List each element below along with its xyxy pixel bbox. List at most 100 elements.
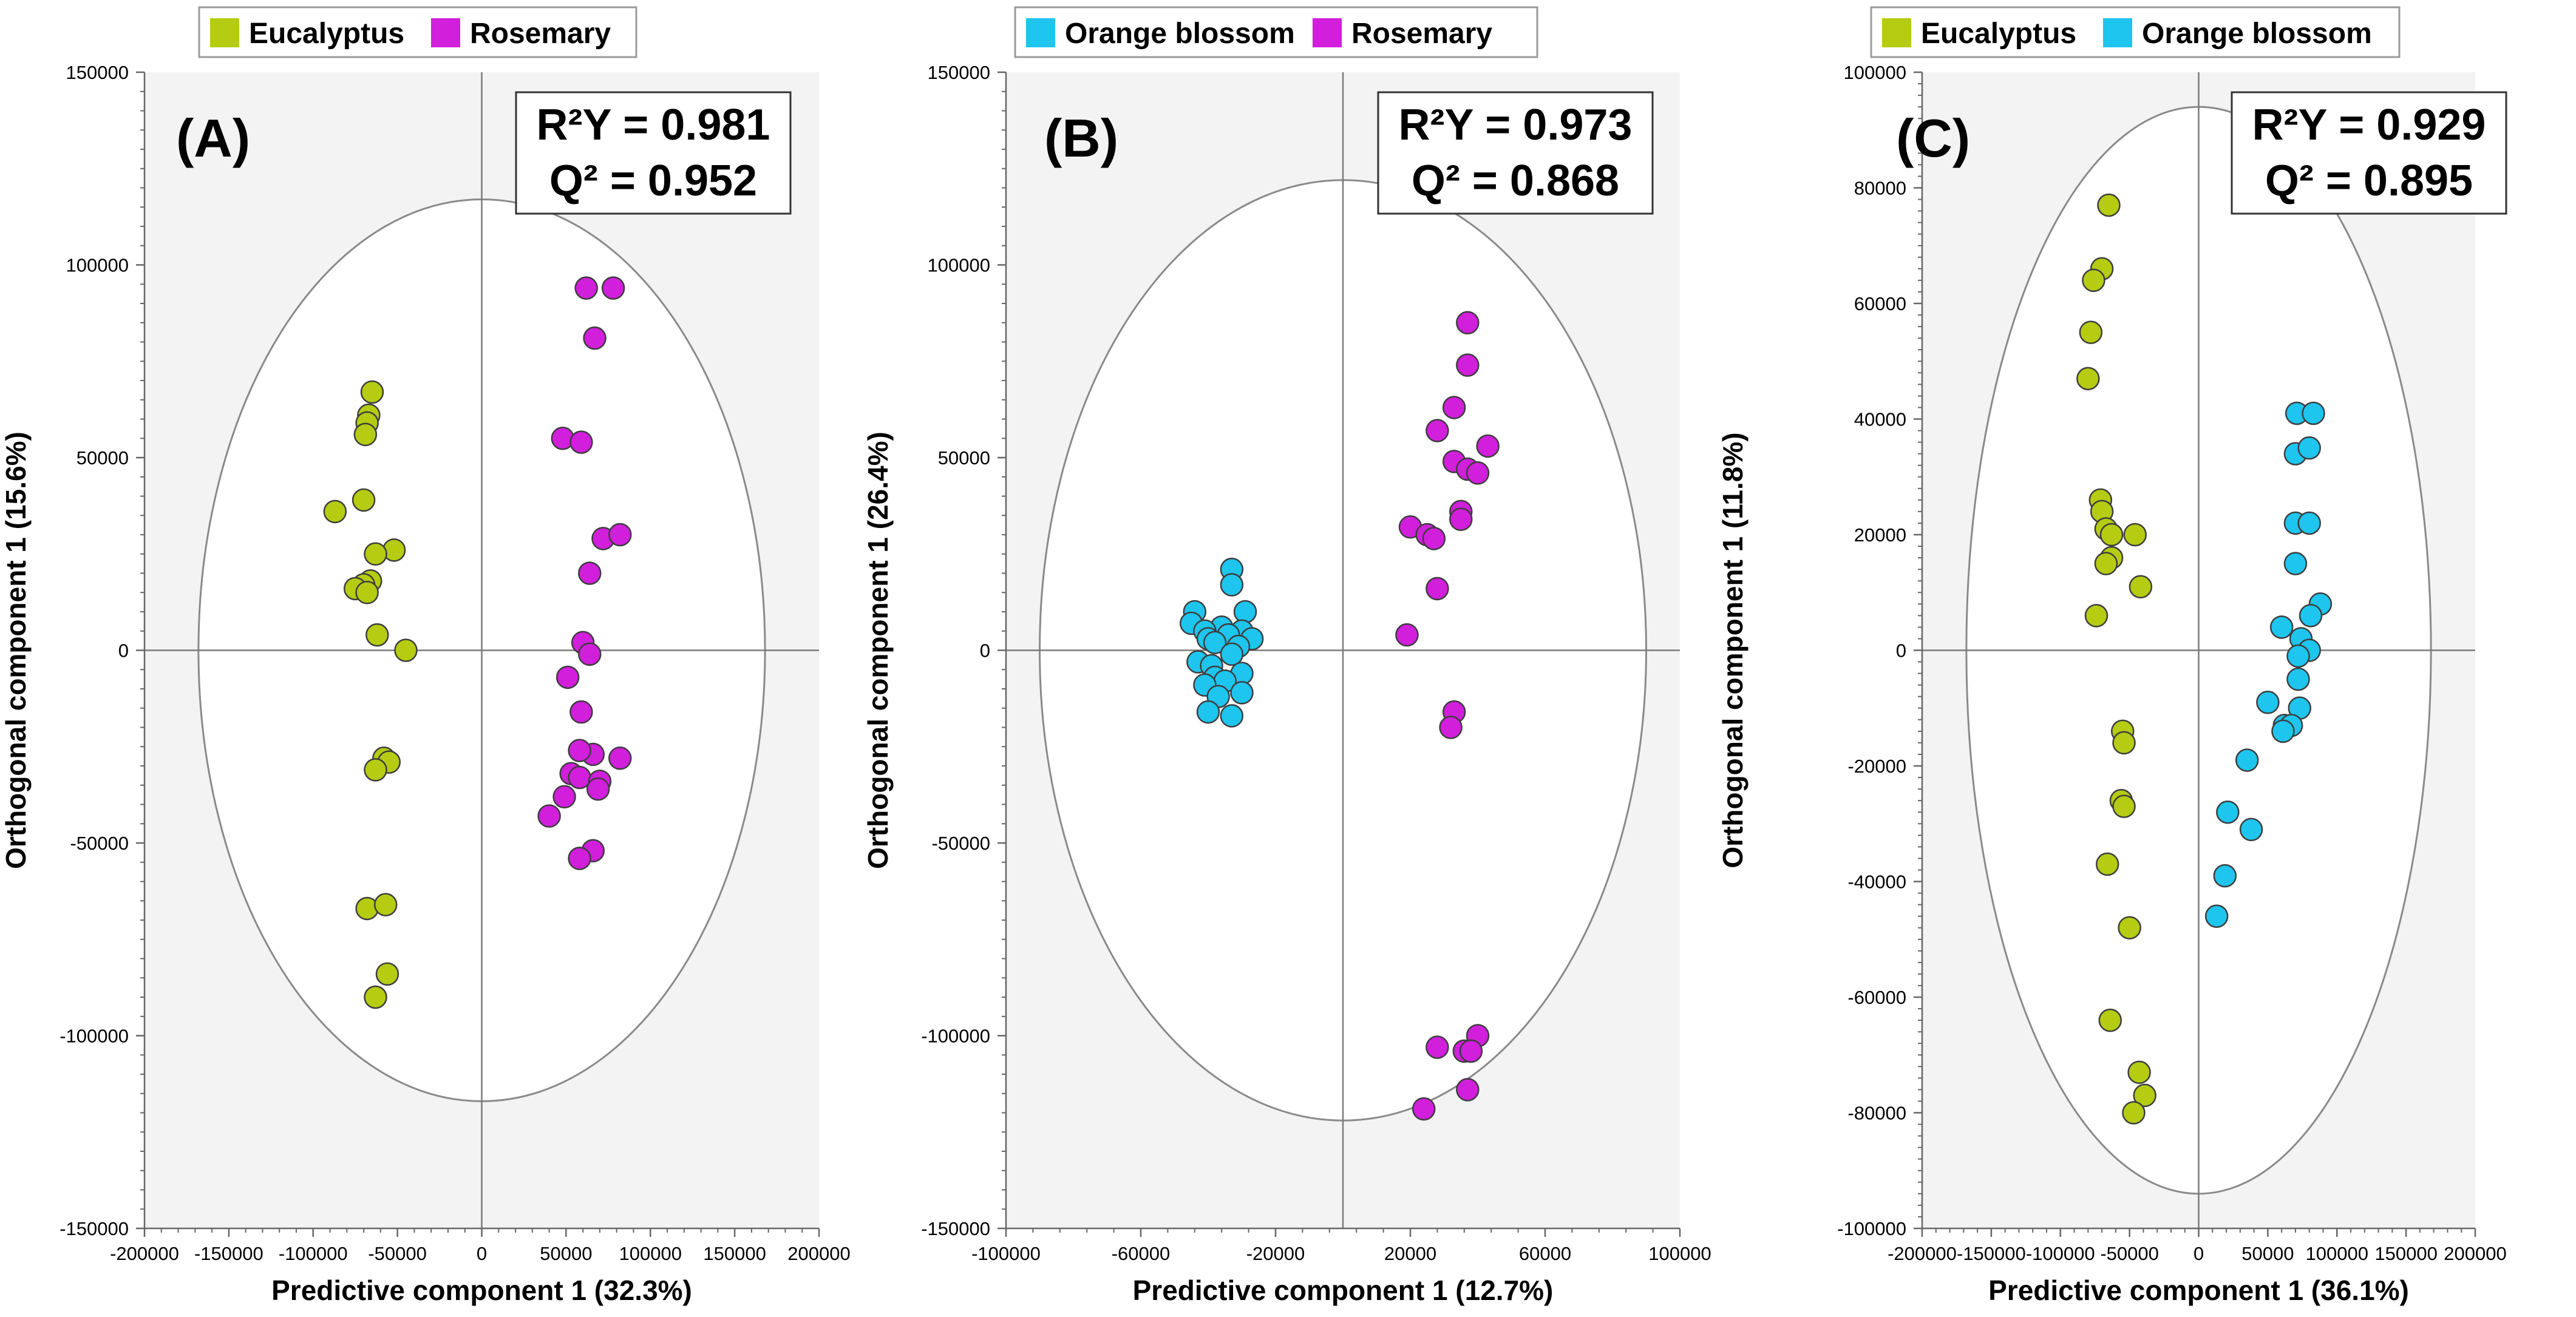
y-tick-label: 50000 [76, 447, 129, 469]
x-tick-label: 20000 [1384, 1243, 1436, 1264]
data-point [1426, 1035, 1449, 1059]
stats-box [2231, 91, 2507, 215]
y-tick-label: -60000 [1847, 987, 1906, 1008]
legend-label: Orange blossom [2142, 18, 2372, 50]
data-point [2076, 367, 2100, 391]
y-tick-label: -50000 [931, 833, 990, 854]
data-point [1412, 1097, 1436, 1121]
data-point [2286, 667, 2310, 691]
data-point [1395, 623, 1419, 647]
data-point [2122, 1101, 2146, 1125]
series-rosemary [1395, 311, 1500, 1121]
legend-label: Rosemary [1351, 18, 1492, 50]
data-point [2235, 748, 2259, 772]
q2-value: Q² = 0.895 [2265, 157, 2473, 205]
y-tick-label: 50000 [938, 447, 990, 469]
data-point [1220, 573, 1244, 597]
y-tick-label: -100000 [1837, 1218, 1906, 1239]
data-point [360, 380, 384, 404]
data-point [364, 542, 387, 566]
panel-b: -100000 -60000 -20000 20000 60000 100000 -1500… [862, 6, 1711, 1306]
y-tick-label: 80000 [1854, 178, 1906, 199]
data-point [2129, 575, 2153, 598]
x-tick-label: 60000 [1519, 1243, 1571, 1264]
legend-label: Rosemary [470, 18, 611, 50]
data-point [2269, 615, 2294, 639]
legend-box [1870, 6, 2401, 58]
data-point [2239, 818, 2263, 842]
data-point [2302, 401, 2325, 425]
x-tick-label: -150000 [1957, 1243, 2026, 1264]
panel-c: -200000 -150000 -100000 -50000 0 50000 100000 1… [1717, 6, 2507, 1306]
data-point [352, 488, 376, 512]
data-point [2216, 800, 2240, 824]
y-tick-label: -20000 [1847, 756, 1906, 777]
data-point [355, 581, 379, 604]
data-point [2079, 320, 2103, 344]
data-point [2095, 852, 2119, 876]
data-point [601, 276, 625, 300]
x-axis-title: Predictive component 1 (36.1%) [1988, 1275, 2409, 1306]
data-point [608, 747, 632, 770]
data-point [2098, 1008, 2122, 1032]
data-point [569, 430, 593, 454]
x-tick-label: 200000 [787, 1243, 850, 1264]
x-tick-label: 100000 [1648, 1243, 1711, 1264]
x-tick-label: 50000 [2241, 1243, 2294, 1264]
y-tick-label: -50000 [70, 833, 129, 854]
y-tick-label: -150000 [921, 1218, 990, 1239]
data-point [1442, 396, 1466, 419]
data-point [2123, 523, 2147, 547]
series-eucalyptus [2076, 193, 2156, 1125]
x-tick-label: 150000 [2374, 1243, 2437, 1264]
x-tick-label: -200000 [1888, 1243, 1957, 1264]
x-tick-label: -100000 [971, 1243, 1041, 1264]
data-point [1426, 577, 1449, 601]
panel-label: (B) [1044, 108, 1118, 168]
data-point [1203, 631, 1227, 655]
data-point [373, 893, 398, 916]
data-point [2271, 719, 2295, 743]
data-point [1456, 1078, 1480, 1102]
legend-swatch [1882, 18, 1911, 47]
data-point [1196, 700, 1220, 724]
stats-box [515, 91, 792, 215]
r2y-value: R²Y = 0.973 [1399, 101, 1633, 149]
data-point [1456, 311, 1480, 334]
legend: Eucalyptus Orange blossom [1870, 6, 2401, 58]
series-rosemary [537, 276, 632, 870]
legend-swatch [1313, 18, 1342, 47]
y-tick-label: -100000 [921, 1026, 990, 1047]
data-point [608, 523, 632, 547]
legend: Eucalyptus Rosemary [198, 6, 637, 58]
data-point [1220, 704, 1244, 728]
data-point [552, 785, 576, 809]
legend-label: Eucalyptus [1921, 18, 2076, 50]
x-tick-label: -200000 [110, 1243, 179, 1264]
y-tick-label: 100000 [928, 255, 990, 276]
legend-swatch [210, 18, 239, 47]
data-point [556, 665, 580, 689]
legend-box [1014, 6, 1538, 58]
y-tick-label: 0 [980, 640, 990, 662]
r2y-value: R²Y = 0.981 [537, 101, 770, 149]
x-tick-label: 100000 [619, 1243, 682, 1264]
data-point [2299, 604, 2323, 628]
data-point [1456, 353, 1480, 377]
y-axis-title: Orthogonal component 1 (26.4%) [862, 432, 894, 869]
data-point [2112, 731, 2136, 755]
legend-swatch [431, 18, 460, 47]
y-tick-label: -80000 [1847, 1103, 1906, 1124]
panel-a: -200000 -150000 -100000 -50000 0 50000 100000 1… [0, 6, 851, 1306]
data-point [2297, 511, 2321, 535]
x-tick-label: 100000 [2306, 1243, 2368, 1264]
x-tick-label: -150000 [194, 1243, 263, 1264]
data-point [586, 777, 610, 801]
panel-label: (A) [176, 108, 250, 168]
y-tick-label: 60000 [1854, 293, 1906, 314]
data-point [394, 638, 418, 662]
series-orange-blossom [1180, 557, 1264, 728]
x-tick-label: -60000 [1112, 1243, 1171, 1264]
data-point [323, 499, 347, 524]
